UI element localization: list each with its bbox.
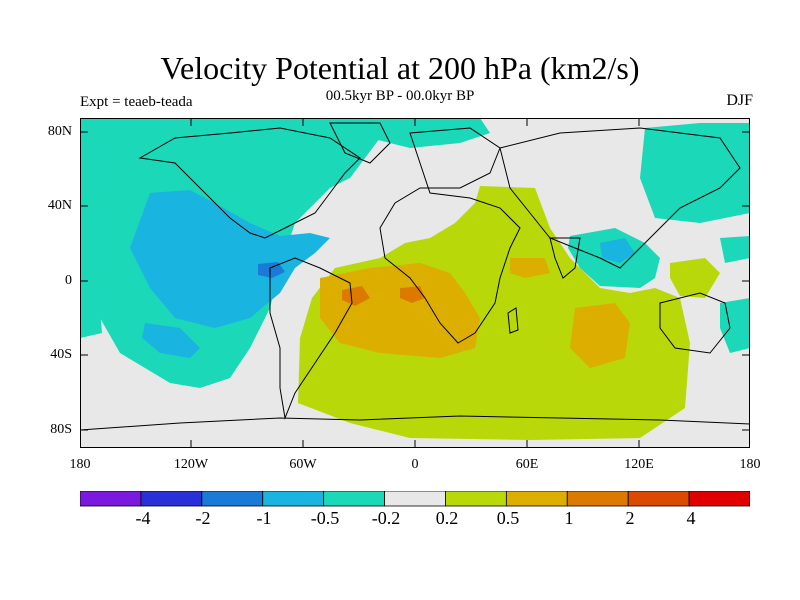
colorbar-label: 4 bbox=[686, 508, 696, 528]
colorbar-swatch bbox=[445, 491, 507, 507]
colorbar bbox=[80, 491, 750, 507]
coast-antarctica bbox=[80, 415, 750, 431]
contour-region-neg-0-2-pacific-east bbox=[720, 236, 750, 263]
contour-region-neg-0-2-siberia bbox=[640, 123, 750, 223]
y-tick-label-0: 0 bbox=[65, 273, 72, 288]
contour-region-pos-0-5-arabia bbox=[510, 258, 550, 278]
coastlines bbox=[80, 122, 750, 431]
colorbar-swatch bbox=[627, 491, 690, 507]
colorbar-label: -1 bbox=[256, 508, 272, 528]
experiment-label: Expt = teaeb-teada bbox=[80, 94, 193, 110]
velocity-potential-map bbox=[80, 118, 750, 448]
colorbar-swatch bbox=[80, 491, 142, 507]
contour-region-neg-0-2-west bbox=[80, 310, 102, 338]
colorbar-swatch bbox=[688, 491, 750, 507]
colorbar-label: 0.5 bbox=[496, 508, 520, 528]
colorbar-label: 2 bbox=[625, 508, 635, 528]
season-label: DJF bbox=[726, 92, 753, 109]
y-tick-label-40n: 40N bbox=[47, 198, 72, 213]
coast-australia bbox=[659, 292, 731, 354]
colorbar-label: -2 bbox=[195, 508, 211, 528]
coast-india bbox=[549, 237, 581, 279]
x-tick-label-180e: 180 bbox=[739, 457, 761, 472]
y-tick-label-80s: 80S bbox=[50, 422, 72, 437]
colorbar-swatch bbox=[566, 491, 629, 507]
colorbar-swatch bbox=[140, 491, 203, 507]
contour-region-neg-0-5-seasia bbox=[600, 238, 635, 263]
colorbar-swatch bbox=[384, 491, 446, 507]
coast-madagascar bbox=[507, 307, 519, 334]
colorbar-swatch bbox=[505, 491, 568, 507]
colorbar-label: -0.2 bbox=[371, 508, 401, 528]
x-tick-label-60e: 60E bbox=[515, 457, 539, 472]
x-tick-label-0: 0 bbox=[411, 457, 419, 472]
coast-south-america bbox=[269, 257, 353, 420]
colorbar-label: -4 bbox=[135, 508, 151, 528]
colorbar-label: 0.2 bbox=[435, 508, 459, 528]
y-tick-label-80n: 80N bbox=[47, 124, 72, 139]
coast-asia bbox=[499, 127, 741, 269]
map-ticks bbox=[80, 118, 750, 448]
colorbar-swatch bbox=[262, 491, 325, 507]
contour-region-neg-0-2-tasman bbox=[720, 298, 750, 353]
colorbar-swatch bbox=[323, 491, 385, 507]
contour-region-pos-0-5-indian bbox=[570, 303, 630, 368]
x-tick-label-180w: 180 bbox=[69, 457, 91, 472]
coast-north-america bbox=[138, 127, 361, 239]
y-tick-label-40s: 40S bbox=[50, 347, 72, 362]
chart-title: Velocity Potential at 200 hPa (km2/s) bbox=[160, 50, 640, 86]
contour-region-pos-1-brazil bbox=[342, 286, 370, 306]
colorbar-label: -0.5 bbox=[310, 508, 340, 528]
colorbar-swatch bbox=[201, 491, 264, 507]
contour-region-pos-0-2-australia bbox=[670, 258, 720, 298]
x-tick-label-120w: 120W bbox=[173, 457, 209, 472]
contour-region-neg-1 bbox=[258, 262, 285, 278]
contour-region-neg-0-5 bbox=[130, 190, 330, 328]
colorbar-label: 1 bbox=[564, 508, 574, 528]
contour-region-neg-0-5-south bbox=[142, 323, 200, 358]
x-tick-label-120e: 120E bbox=[624, 457, 654, 472]
coast-europe-africa bbox=[379, 127, 521, 344]
chart-subtitle: 00.5kyr BP - 00.0kyr BP bbox=[325, 88, 475, 104]
x-tick-label-60w: 60W bbox=[289, 457, 317, 472]
coast-greenland bbox=[329, 122, 391, 164]
contour-region-pos-0-2 bbox=[298, 186, 690, 440]
